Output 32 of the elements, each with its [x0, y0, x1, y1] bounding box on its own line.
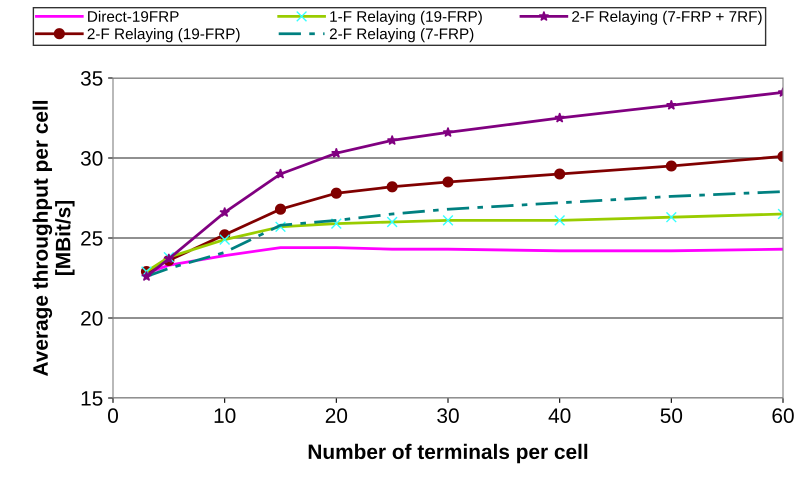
point: [386, 134, 398, 146]
point: [554, 168, 566, 180]
legend-label: 2-F Relaying (7-FRP): [330, 28, 474, 42]
point: [219, 206, 230, 218]
point: [666, 100, 677, 110]
x-tick-label: 40: [548, 408, 570, 424]
point: [442, 176, 454, 188]
y-tick-label: 30: [80, 151, 102, 166]
point: [275, 168, 286, 179]
legend-label: Direct-19FRP: [88, 10, 179, 22]
x-tick-label: 60: [772, 408, 794, 424]
point: [141, 270, 152, 282]
y-axis-title: Average throughput per cell [MBit/s]: [32, 100, 75, 376]
y-tick-label: 25: [81, 231, 102, 246]
legend-label: 2-F Relaying (19-FRP): [88, 28, 240, 42]
x-tick-label: 30: [437, 408, 459, 424]
point: [442, 126, 454, 138]
x-tick-label: 0: [108, 408, 118, 424]
x-axis-title: Number of terminals per cell: [308, 444, 588, 464]
y-tick-label: 20: [81, 311, 102, 326]
point: [554, 112, 565, 123]
legend-label: 2-F Relaying (7-FRP + 7RF): [572, 10, 762, 25]
x-tick-label: 50: [660, 408, 682, 424]
x-tick-label: 10: [214, 408, 236, 424]
point: [274, 204, 286, 215]
point: [330, 188, 342, 199]
point: [386, 181, 398, 192]
y-tick-label: 35: [80, 71, 102, 86]
point: [666, 160, 677, 172]
x-tick-label: 20: [326, 408, 348, 424]
legend-label: 1-F Relaying (19-FRP): [330, 10, 482, 25]
y-tick-label: 15: [82, 391, 102, 406]
